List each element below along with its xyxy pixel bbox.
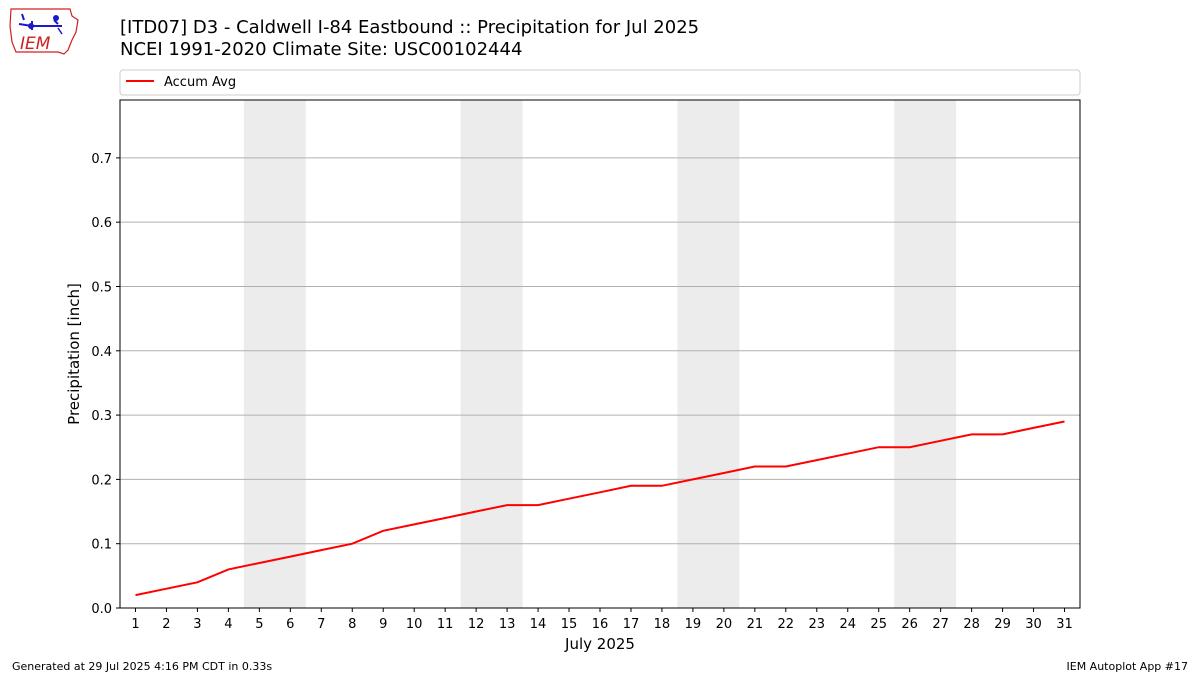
x-tick-label: 8: [348, 617, 356, 632]
x-tick-label: 19: [685, 617, 702, 632]
logo-text: IEM: [20, 34, 51, 54]
x-tick-label: 13: [499, 617, 516, 632]
y-tick-label: 0.7: [91, 152, 112, 167]
x-tick-label: 30: [1025, 617, 1042, 632]
x-tick-label: 22: [778, 617, 795, 632]
y-tick-label: 0.5: [91, 280, 112, 295]
x-tick-label: 25: [870, 617, 887, 632]
x-tick-label: 5: [255, 617, 263, 632]
iem-logo: IEM: [8, 6, 80, 62]
x-tick-label: 31: [1056, 617, 1073, 632]
x-tick-label: 14: [530, 617, 547, 632]
y-tick-label: 0.4: [91, 345, 112, 360]
y-axis-label: Precipitation [inch]: [65, 283, 83, 425]
y-tick-label: 0.1: [91, 538, 112, 553]
y-tick-label: 0.2: [91, 473, 112, 488]
legend-label: Accum Avg: [164, 75, 236, 90]
x-tick-label: 1: [131, 617, 139, 632]
y-tick-label: 0.6: [91, 216, 112, 231]
chart-subtitle: NCEI 1991-2020 Climate Site: USC00102444: [120, 39, 523, 60]
x-tick-label: 18: [654, 617, 671, 632]
weekend-band-1: [243, 100, 306, 608]
generated-timestamp: Generated at 29 Jul 2025 4:16 PM CDT in …: [12, 660, 273, 673]
x-tick-label: 4: [224, 617, 232, 632]
x-tick-label: 16: [592, 617, 609, 632]
x-tick-label: 6: [286, 617, 294, 632]
accum-avg-line: [135, 420, 1065, 597]
chart-title: [ITD07] D3 - Caldwell I-84 Eastbound :: …: [120, 17, 700, 38]
x-tick-label: 28: [963, 617, 980, 632]
legend-box: [119, 69, 1081, 96]
x-tick-label: 23: [809, 617, 826, 632]
y-tick-label: 0.3: [91, 409, 112, 424]
x-axis-label: July 2025: [564, 635, 635, 653]
x-axis-ticks: 1 2 3 4 5 6 7 8 9 10 11 12 13 14 15 16 17 18 19 20 21 22 23 24 2…: [131, 608, 1073, 632]
weekend-bands: [243, 100, 957, 608]
x-tick-label: 9: [379, 617, 387, 632]
weekend-band-3: [677, 100, 740, 608]
weekend-band-4: [894, 100, 957, 608]
x-tick-label: 26: [901, 617, 918, 632]
x-tick-label: 21: [747, 617, 764, 632]
x-tick-label: 29: [994, 617, 1011, 632]
x-tick-label: 12: [468, 617, 485, 632]
x-tick-label: 17: [623, 617, 640, 632]
grid-lines: [120, 157, 1080, 545]
x-tick-label: 7: [317, 617, 325, 632]
x-tick-label: 24: [839, 617, 856, 632]
x-tick-label: 27: [932, 617, 949, 632]
x-tick-label: 11: [437, 617, 454, 632]
y-tick-label: 0.0: [91, 602, 112, 617]
weekend-band-2: [460, 100, 523, 608]
y-axis-ticks: 0.0 0.1 0.2 0.3 0.4 0.5 0.6 0.7: [91, 152, 120, 617]
x-tick-label: 10: [406, 617, 423, 632]
x-tick-label: 15: [561, 617, 578, 632]
x-tick-label: 3: [193, 617, 201, 632]
x-tick-label: 2: [162, 617, 170, 632]
app-label: IEM Autoplot App #17: [1066, 660, 1189, 673]
x-tick-label: 20: [716, 617, 733, 632]
